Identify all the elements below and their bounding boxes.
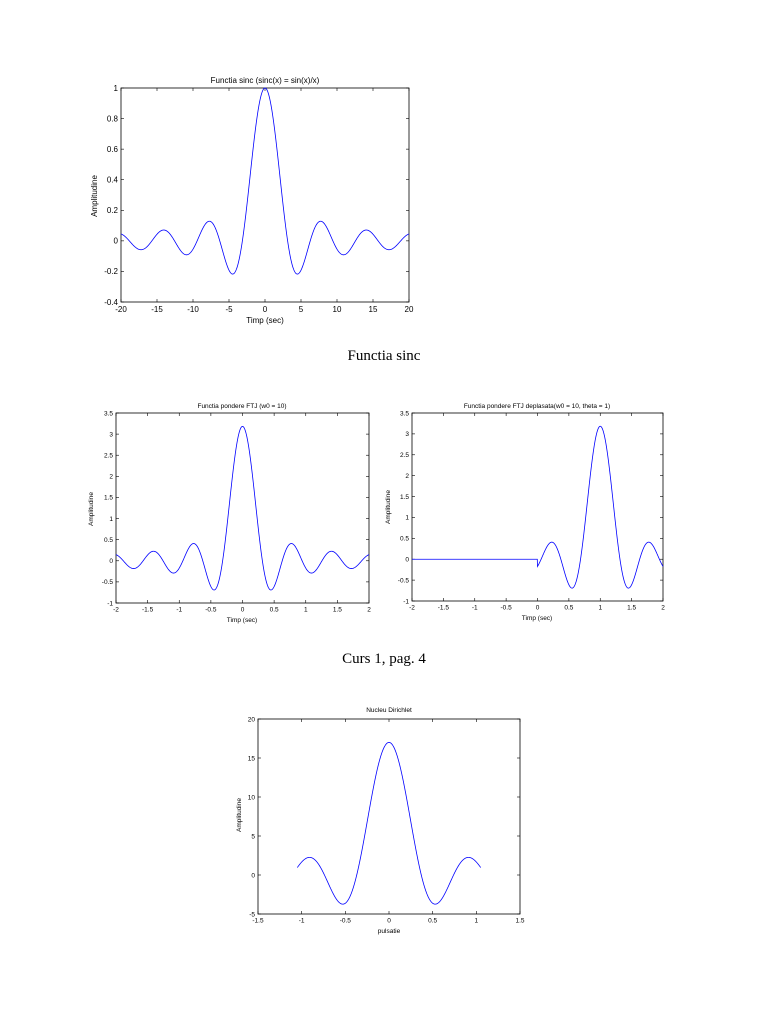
sinc-xtick-label: -10 [187,305,199,314]
ftjs-xtick-label: 0.5 [564,605,573,612]
ftj-series-line [115,425,370,591]
ftj-ytick-label: 0 [109,558,113,565]
dir-xtick-label: -1 [299,918,305,925]
chart-dirichlet-xlabel: pulsatie [378,928,401,935]
chart-ftj-shifted-xlabel: Timp (sec) [522,615,552,622]
sinc-xtick-label: 15 [369,305,378,314]
sinc-ytick-label: 0.2 [107,206,119,215]
dir-ytick-label: -5 [249,911,255,918]
sinc-xtick-label: 5 [299,305,304,314]
ftjs-xtick-label: 1.5 [627,605,636,612]
ftjs-xtick-label: -1 [472,605,478,612]
chart-sinc-title: Functia sinc (sinc(x) = sin(x)/x) [211,76,320,85]
chart-ftj-shifted-ylabel: Amplitudine [385,490,392,524]
chart-sinc-ylabel: Amplitudine [90,175,99,217]
chart-dirichlet-title: Nucleu Dirichlet [366,707,412,714]
sinc-ytick-label: 0.4 [107,176,119,185]
ftj-ytick-label: 0.5 [104,537,113,544]
sinc-xtick-label: -20 [115,305,127,314]
sinc-ytick-label: 1 [114,84,119,93]
chart-dirichlet-ylabel: Amplitudine [236,798,243,832]
dir-ytick-label: 15 [248,755,256,762]
sinc-ytick-label: 0.6 [107,145,119,154]
sinc-xtick-label: 0 [263,305,268,314]
ftj-ytick-label: 2 [109,474,113,481]
ftj-axes-box [115,412,370,604]
ftj-ytick-label: 1.5 [104,495,113,502]
sinc-xtick-label: 20 [405,305,414,314]
ftj-ytick-label: 3.5 [104,410,113,417]
chart-ftj-xlabel: Timp (sec) [227,617,257,624]
dir-xtick-label: 1.5 [515,918,524,925]
ftjs-xtick-label: -2 [409,605,415,612]
ftj-xtick-label: 1.5 [333,607,342,614]
dir-axes-box [257,718,521,915]
ftjs-xtick-label: 1 [598,605,602,612]
ftjs-ytick-label: 2.5 [400,452,409,459]
dir-ytick-label: 0 [251,872,255,879]
dir-ytick-label: 20 [248,716,256,723]
dir-xtick-label: 0 [387,918,391,925]
ftjs-ytick-label: 0.5 [400,536,409,543]
ftj-ytick-label: 1 [109,516,113,523]
ftj-ytick-label: -0.5 [102,579,114,586]
dir-ytick-label: 10 [248,794,256,801]
chart-ftj-title: Functia pondere FTJ (w0 = 10) [197,403,286,410]
sinc-xtick-label: -5 [225,305,233,314]
dir-xtick-label: -0.5 [340,918,352,925]
ftjs-ytick-label: 3.5 [400,410,409,417]
ftjs-ytick-label: -1 [403,598,409,605]
ftj-ytick-label: -1 [107,600,113,607]
dir-xtick-label: -1.5 [252,918,264,925]
ftjs-xtick-label: 2 [661,605,665,612]
sinc-ytick-label: -0.4 [104,298,118,307]
dir-xtick-label: 1 [475,918,479,925]
ftj-xtick-label: 1 [304,607,308,614]
ftj-xtick-label: 0 [241,607,245,614]
ftj-xtick-label: 0.5 [270,607,279,614]
ftjs-ytick-label: 2 [405,473,409,480]
ftjs-ytick-label: 0 [405,556,409,563]
sinc-xtick-label: -15 [151,305,163,314]
dir-ytick-label: 5 [251,833,255,840]
sinc-ytick-label: 0.8 [107,114,119,123]
ftj-xtick-label: -1.5 [142,607,154,614]
ftjs-xtick-label: 0 [536,605,540,612]
ftjs-ytick-label: 1 [405,515,409,522]
sinc-ytick-label: -0.2 [104,267,118,276]
ftj-xtick-label: 2 [367,607,371,614]
ftj-xtick-label: -0.5 [205,607,217,614]
sinc-series-line [120,87,410,275]
chart-ftj-shifted-title: Functia pondere FTJ deplasata(w0 = 10, t… [464,403,610,410]
dir-xtick-label: 0.5 [428,918,437,925]
ftj-xtick-label: -1 [176,607,182,614]
ftjs-axes-box [411,412,664,602]
ftj-xtick-label: -2 [113,607,119,614]
caption-curs: Curs 1, pag. 4 [342,651,426,667]
ftjs-xtick-label: -1.5 [438,605,450,612]
ftj-ytick-label: 3 [109,431,113,438]
sinc-ytick-label: 0 [114,237,119,246]
caption-sinc: Functia sinc [347,348,421,364]
ftjs-ytick-label: 1.5 [400,494,409,501]
sinc-xtick-label: 10 [333,305,342,314]
ftjs-xtick-label: -0.5 [501,605,513,612]
dir-series-line [296,742,482,905]
ftjs-ytick-label: 3 [405,431,409,438]
chart-sinc-xlabel: Timp (sec) [246,316,284,325]
ftj-ytick-label: 2.5 [104,452,113,459]
ftjs-series-line [412,425,664,589]
sinc-axes-box [120,87,410,303]
ftjs-ytick-label: -0.5 [398,577,410,584]
chart-ftj-ylabel: Amplitudine [88,492,95,526]
